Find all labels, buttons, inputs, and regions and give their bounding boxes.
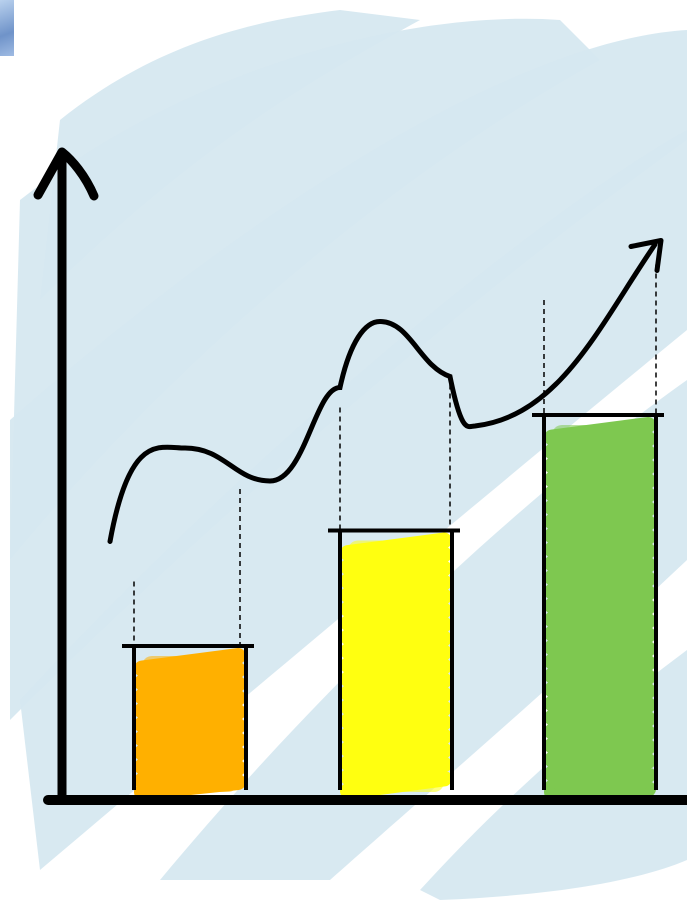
bar-2 [348,540,444,792]
bar-1 [142,656,238,792]
axes [33,147,687,805]
arrow-up-right-icon [628,238,664,273]
background-stroke-1 [40,10,420,300]
corner-image-fragment [0,0,14,56]
background-stroke-2 [10,18,600,560]
arrow-up-icon [33,147,99,201]
trend-line [107,242,658,544]
bars [122,413,664,800]
trend-line-group [107,238,664,544]
guide-lines [133,264,657,646]
bar-3 [552,425,648,792]
